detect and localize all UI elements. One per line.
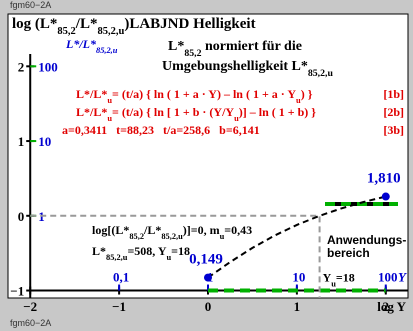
- chart-subtitle-part: 85,2,u: [308, 68, 334, 79]
- chart-subtitle-part: L*: [168, 39, 184, 54]
- note-part: )]=0, m: [183, 223, 220, 237]
- x-axis-label: log Y: [377, 299, 406, 314]
- note-part: 85,2,u: [106, 253, 128, 262]
- y2-axis-label-part: 85,2,u: [96, 46, 118, 55]
- note-part: 85,2: [129, 232, 144, 241]
- formula-part: u: [107, 114, 112, 123]
- x2-tick-label: 0,1: [113, 270, 129, 285]
- point: [204, 273, 213, 282]
- formula: a=0,3411 t=88,23 t/a=258,6 b=6,141: [62, 123, 260, 137]
- reference-label-part: u: [331, 279, 336, 288]
- formula-part: u: [296, 96, 301, 105]
- formula-part: L*/L*: [76, 105, 107, 119]
- note-part: /L*: [143, 223, 161, 237]
- reference-label: Yu=18: [323, 271, 355, 289]
- formula-tag: [2b]: [383, 105, 404, 119]
- curve: [207, 195, 387, 279]
- reference-label-part: =18: [336, 271, 355, 285]
- chart-title-part: log (L*: [12, 16, 57, 32]
- note-part: L*: [92, 244, 106, 258]
- note-part: log[(L*: [92, 223, 129, 237]
- chart-title-part: 85,2,u: [97, 26, 124, 37]
- note-part: =18: [171, 244, 190, 258]
- x2-axis-label: Y: [398, 270, 407, 285]
- corner-label: fgm60−2A: [10, 0, 51, 10]
- chart-subtitle-part: normiert für die: [202, 39, 302, 54]
- reference-label-part: Y: [323, 271, 332, 285]
- x-tick-label: 2: [383, 299, 390, 314]
- corner-label: fgm60−2A: [10, 318, 51, 328]
- x-tick-label: 0: [205, 299, 212, 314]
- note-part: =0,43: [224, 223, 252, 237]
- chart-title-part: )LABJND Helligkeit: [124, 16, 255, 32]
- formula-part: = (t/a) { ln ( 1 + a · Y) – ln ( 1 + a ·…: [112, 87, 296, 101]
- formula-part: )] – ln ( 1 + b) }: [239, 105, 317, 119]
- formula-part: u: [234, 114, 239, 123]
- y2-tick-label: 100: [38, 59, 58, 74]
- note-part: u: [167, 253, 172, 262]
- x2-tick-label: 100: [378, 270, 398, 285]
- point-label: 1,810: [367, 171, 401, 187]
- x2-tick-label: 10: [292, 270, 305, 285]
- formula-part: = (t/a) { ln [ 1 + b · (Y/Y: [112, 105, 234, 119]
- x-tick-label: 1: [294, 299, 301, 314]
- point: [381, 192, 390, 201]
- note-part: =508, Y: [127, 244, 166, 258]
- formula: L*/L*u= (t/a) { ln ( 1 + a · Y) – ln ( 1…: [76, 87, 313, 105]
- note-part: 85,2,u: [161, 232, 183, 241]
- note-part: u: [220, 232, 225, 241]
- y2-tick-label: 10: [38, 134, 51, 149]
- y-tick-label: 1: [18, 134, 25, 149]
- note: L*85,2,u=508, Yu=18: [92, 244, 190, 262]
- x-tick-label: −2: [23, 299, 37, 314]
- chart-title: log (L*85,2/L*85,2,u)LABJND Helligkeit: [12, 16, 256, 37]
- point-label: 0,149: [189, 252, 223, 268]
- formula-tag: [1b]: [383, 87, 404, 101]
- note: log[(L*85,2/L*85,2,u)]=0, mu=0,43: [92, 223, 252, 241]
- chart-title-part: /L*: [75, 16, 98, 32]
- legend-label: bereich: [327, 246, 370, 260]
- formula-part: a=0,3411 t=88,23 t/a=258,6 b=6,141: [62, 123, 260, 137]
- y-tick-label: 0: [18, 209, 25, 224]
- chart-subtitle: Umgebungshelligkeit L*85,2,u: [162, 59, 333, 79]
- y-tick-label: 2: [18, 59, 25, 74]
- formula-part: u: [107, 96, 112, 105]
- formula: L*/L*u= (t/a) { ln [ 1 + b · (Y/Yu)] – l…: [76, 105, 316, 123]
- chart-title-part: 85,2: [57, 26, 75, 37]
- legend-label: Anwendungs-: [327, 233, 406, 247]
- y2-axis-label: L*/L*85,2,u: [65, 37, 118, 55]
- x-tick-label: −1: [112, 299, 126, 314]
- chart-subtitle-part: Umgebungshelligkeit L*: [162, 59, 308, 74]
- formula-part: ) }: [301, 87, 313, 101]
- chart-subtitle-part: 85,2: [184, 48, 201, 59]
- plot-area: [7, 13, 409, 299]
- formula-part: L*/L*: [76, 87, 107, 101]
- reference-line: [30, 214, 321, 298]
- y-tick-label: −1: [10, 284, 24, 299]
- y2-axis-label-part: L*/L*: [65, 37, 97, 51]
- chart-subtitle: L*85,2 normiert für die: [168, 39, 302, 59]
- formula-tag: [3b]: [383, 123, 404, 137]
